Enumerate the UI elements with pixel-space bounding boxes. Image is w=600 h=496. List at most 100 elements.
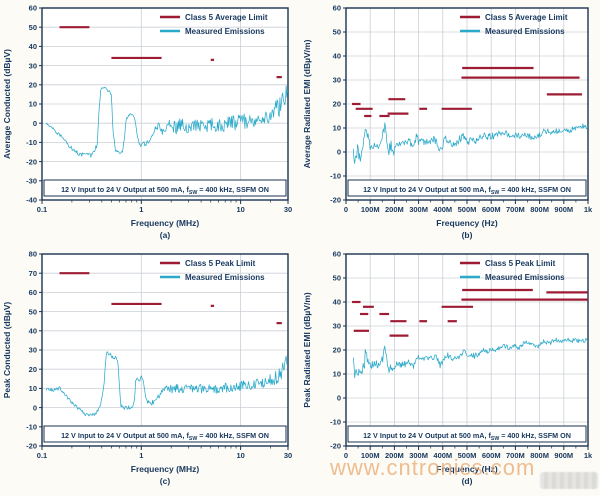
y-tick-label: 60: [333, 250, 341, 259]
y-tick-label: -40: [26, 196, 37, 205]
plot-frame: [41, 253, 289, 447]
legend-label: Class 5 Average Limit: [485, 13, 568, 22]
subplot-label: (d): [462, 476, 473, 486]
y-axis-label: Peak Radiated EMI (dBµV/m): [302, 292, 312, 408]
annotation-box: [347, 179, 587, 197]
y-tick-label: 20: [333, 346, 341, 355]
y-tick-label: 20: [29, 81, 37, 90]
chart-b: 0 100M 200M 300M 400M 500M 600M 700M 800M 900M 1k -…: [302, 4, 593, 240]
legend: Class 5 Average Limit Measured Emissions: [160, 13, 268, 36]
y-tick-label: -10: [26, 423, 37, 432]
y-axis-label: Average Radiated EMI (dBµV/m): [302, 39, 312, 168]
y-tick-label: 30: [29, 346, 37, 355]
x-tick-label: 300M: [409, 451, 428, 460]
x-tick-label: 0.1: [37, 205, 47, 214]
emissions-trace: [45, 85, 288, 158]
x-tick-label: 300M: [409, 205, 428, 214]
x-tick-label: 500M: [458, 205, 477, 214]
annotation-box: [347, 425, 587, 443]
legend: Class 5 Peak Limit Measured Emissions: [460, 259, 565, 282]
y-tick-label: -20: [26, 157, 37, 166]
y-tick-label: 10: [29, 100, 37, 109]
chart-a: 0.1 1 10 30 -40 -30 -20 -10 0 10 20 30 40 50 60 Class 5…: [2, 4, 292, 240]
watermark-text: www.cntronics.com: [330, 455, 536, 480]
subplot-label: (a): [160, 230, 171, 240]
y-tick-label: 10: [333, 370, 341, 379]
y-tick-label: 40: [29, 42, 37, 51]
x-tick-label: 200M: [385, 205, 404, 214]
x-tick-label: 1: [139, 205, 143, 214]
y-tick-label: 70: [29, 269, 37, 278]
annotation-text: 12 V Input to 24 V Output at 500 mA, fSW…: [61, 431, 269, 442]
y-tick-label: 60: [29, 288, 37, 297]
y-tick-label: -10: [330, 172, 341, 181]
y-tick-label: 0: [33, 119, 37, 128]
x-axis-label: Frequency (Hz): [436, 218, 498, 228]
y-tick-label: 60: [333, 4, 341, 13]
y-axis-label: Average Conducted (dBµV): [2, 49, 12, 159]
chart-c: 0.1 1 10 30 -20 -10 0 10 20 30 40 50 60 70 80 Class 5 P…: [2, 250, 292, 486]
legend-label: Measured Emissions: [185, 273, 265, 282]
y-tick-label: 50: [29, 307, 37, 316]
chart-cell-d: 0 100M 200M 300M 400M 500M 600M 700M 800M 900M 1k -…: [300, 246, 600, 491]
x-axis-label: Frequency (Hz): [436, 464, 498, 474]
x-tick-label: 30: [284, 205, 292, 214]
y-tick-label: -30: [26, 177, 37, 186]
y-tick-label: 40: [29, 327, 37, 336]
y-tick-label: 50: [333, 274, 341, 283]
x-tick-label: 30: [284, 451, 292, 460]
chart-d: 0 100M 200M 300M 400M 500M 600M 700M 800M 900M 1k -…: [302, 250, 593, 486]
y-tick-label: 20: [333, 100, 341, 109]
x-tick-label: 900M: [554, 451, 573, 460]
x-tick-label: 0.1: [37, 451, 47, 460]
legend-label: Measured Emissions: [185, 27, 265, 36]
annotation-box: [43, 179, 287, 197]
legend: Class 5 Peak Limit Measured Emissions: [160, 259, 265, 282]
y-tick-label: 60: [29, 4, 37, 13]
y-tick-label: 50: [333, 28, 341, 37]
y-tick-label: -10: [26, 138, 37, 147]
x-tick-label: 700M: [506, 451, 525, 460]
y-tick-label: 50: [29, 23, 37, 32]
x-tick-label: 600M: [482, 451, 501, 460]
legend-label: Class 5 Average Limit: [185, 13, 268, 22]
x-tick-label: 100M: [361, 205, 380, 214]
y-tick-label: 10: [333, 124, 341, 133]
x-axis-label: Frequency (MHz): [131, 464, 200, 474]
emissions-trace: [352, 337, 589, 379]
x-tick-label: 0: [344, 205, 348, 214]
x-tick-label: 400M: [433, 451, 452, 460]
x-tick-label: 200M: [385, 451, 404, 460]
x-tick-label: 1: [139, 451, 143, 460]
y-tick-label: 0: [33, 403, 37, 412]
x-tick-label: 500M: [458, 451, 477, 460]
y-tick-label: -10: [330, 418, 341, 427]
x-tick-label: 400M: [433, 205, 452, 214]
chart-cell-a: 0.1 1 10 30 -40 -30 -20 -10 0 10 20 30 40 50 60 Class 5…: [0, 0, 300, 245]
x-tick-label: 100M: [361, 451, 380, 460]
y-tick-label: 0: [337, 394, 341, 403]
y-tick-label: 40: [333, 52, 341, 61]
x-tick-label: 10: [236, 451, 244, 460]
subplot-label: (b): [462, 230, 473, 240]
x-tick-label: 900M: [554, 205, 573, 214]
x-tick-label: 1k: [584, 451, 593, 460]
y-axis-label: Peak Conducted (dBµV): [2, 302, 12, 399]
plot-frame: [345, 7, 589, 201]
x-tick-label: 0: [344, 451, 348, 460]
emissions-trace: [352, 122, 589, 164]
y-tick-label: 80: [29, 250, 37, 259]
emissions-trace: [45, 351, 288, 417]
chart-cell-c: 0.1 1 10 30 -20 -10 0 10 20 30 40 50 60 70 80 Class 5 P…: [0, 246, 300, 491]
annotation-text: 12 V Input to 24 V Output at 500 mA, fSW…: [363, 185, 571, 196]
y-tick-label: 30: [333, 322, 341, 331]
legend-label: Measured Emissions: [485, 27, 565, 36]
x-axis-label: Frequency (MHz): [131, 218, 200, 228]
subplot-label: (c): [160, 476, 171, 486]
annotation-text: 12 V Input to 24 V Output at 500 mA, fSW…: [61, 185, 269, 196]
x-tick-label: 800M: [530, 205, 549, 214]
legend-label: Measured Emissions: [485, 273, 565, 282]
y-tick-label: 30: [29, 61, 37, 70]
annotation-box: [43, 425, 287, 443]
